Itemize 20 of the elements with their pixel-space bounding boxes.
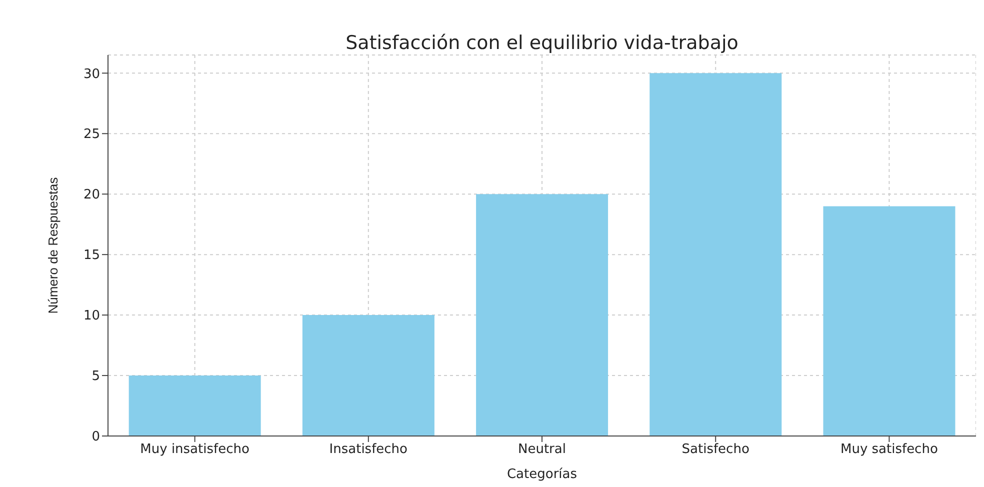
x-tick-label: Muy insatisfecho [140,442,250,458]
x-tick-label: Insatisfecho [329,442,408,458]
y-tick-label: 30 [83,66,100,82]
x-tick-label: Satisfecho [682,442,750,458]
y-tick-label: 10 [83,308,100,324]
y-tick-label: 15 [83,248,100,264]
bar [650,73,782,436]
chart-title: Satisfacción con el equilibrio vida-trabajo [344,32,740,54]
y-axis-title: Número de Respuestas [46,176,61,314]
y-tick-label: 5 [92,369,100,384]
y-tick-label: 0 [92,430,100,445]
bar [302,315,434,436]
x-axis-title: Categorías [506,467,578,482]
bar [476,194,608,436]
x-tick-label: Muy satisfecho [840,442,938,458]
y-tick-label: 25 [83,127,100,142]
y-tick-label: 20 [83,188,100,203]
bar [823,206,956,436]
x-tick-label: Neutral [518,442,566,458]
bar [128,376,261,436]
